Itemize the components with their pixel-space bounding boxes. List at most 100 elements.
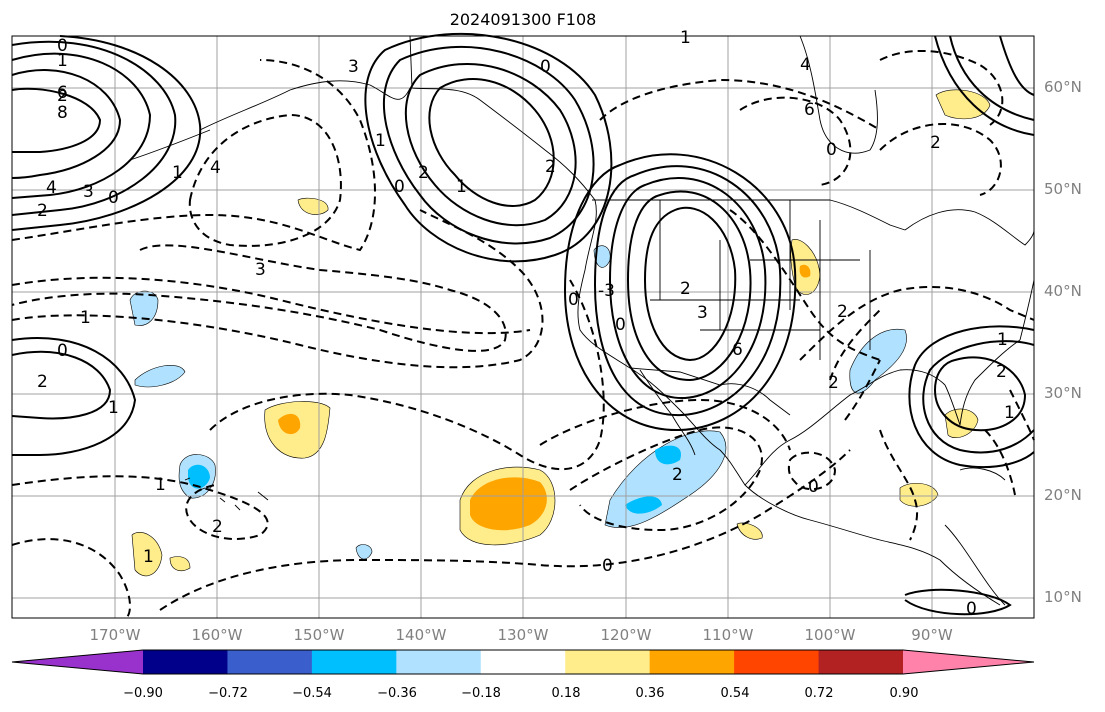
contour-label: 1 [1004,403,1015,423]
contour-dashed [188,113,342,247]
graticule [12,36,1034,618]
contour-solid [904,588,1012,616]
contour-label: 0 [602,556,613,576]
lon-label: 90°W [911,626,953,644]
contour-dashed [11,475,269,541]
lon-label: 160°W [191,626,243,644]
contour-label: 1 [680,28,691,48]
contour-solid [11,337,137,456]
contour-solid [922,340,1035,454]
lon-label: 170°W [89,626,141,644]
coast-atlantic [1019,279,1035,341]
contour-label: 4 [800,55,811,75]
shade-negative-strong [625,496,662,514]
colorbar-tick: 0.72 [804,686,834,701]
contour-labels: 0 1 2 6 8 4 3 0 1 2 4 3 1 0 1 2 3 1 0 2 … [37,28,1015,619]
contour-solid [11,351,112,420]
contour-label: 0 [394,177,405,197]
colorbar-segment [480,650,566,674]
contour-dashed [209,279,605,471]
shade-negative [355,544,373,560]
contour-label: 2 [57,86,68,106]
contour-solid [11,87,102,153]
contour-label: 3 [348,57,359,77]
lon-label: 150°W [293,626,345,644]
contour-label: 2 [828,373,839,393]
contour-dashed [787,451,837,491]
colorbar-outline [11,649,1035,675]
colorbar-segment [311,650,397,674]
contour-dashed [829,309,881,421]
shade-positive [736,522,763,540]
colorbar-tick: −0.72 [208,686,248,701]
contour-solid [626,190,752,382]
contour-dashed [984,389,1035,496]
lat-label: 30°N [1044,384,1082,402]
lon-label: 110°W [702,626,754,644]
contour-solid [933,356,1027,432]
shade-positive [297,197,329,215]
colorbar-segment [649,650,735,674]
shade-negative-strong [188,464,210,489]
border-us-canada [592,199,906,231]
shade-positive [131,532,163,577]
contour-solid [364,32,613,263]
contour-label: 1 [172,163,183,183]
contour-label: 1 [155,475,166,495]
contour-label: 6 [732,340,743,360]
contour-solid [382,46,595,245]
shade-positive [944,408,979,439]
central-america [944,524,1006,606]
coast-canada-east [904,209,1035,246]
shade-positive [935,89,991,120]
contour-dashed [11,209,544,369]
contour-solid [11,69,122,179]
coast-alaska-peninsula [129,129,211,161]
contour-label: 0 [108,188,119,208]
lon-label: 140°W [395,626,447,644]
colorbar-segment [396,650,482,674]
contour-solid [908,325,1035,469]
contour-label: 1 [57,51,68,71]
contour-label: 4 [46,178,57,198]
contour-lines [11,32,1035,619]
contour-solid [11,52,152,199]
contour-dashed [599,78,881,131]
colorbar [11,649,1035,675]
contour-solid [643,206,737,362]
contour-label: 2 [418,163,429,183]
shade-negative [134,365,186,388]
contour-label: 1 [456,177,467,197]
lat-label: 40°N [1044,282,1082,300]
colorbar-extend-max [903,650,1034,674]
contour-label: 2 [37,372,48,392]
shaded-anomalies [129,89,991,577]
contour-label: 6 [57,83,68,103]
contour-solid [428,78,555,207]
coast-hudson [799,35,878,154]
colorbar-extend-min [12,650,143,674]
shade-negative [849,328,907,394]
contour-label: 0 [826,140,837,160]
contour-label: 0 [540,57,551,77]
colorbar-tick: −0.90 [123,686,163,701]
contour-solid [563,153,797,432]
colorbar-tick: 0.18 [551,686,581,701]
colorbar-segment [227,650,313,674]
shade-negative [604,430,727,528]
contour-dashed [799,285,1035,361]
contour-label: 0 [568,290,579,310]
contour-dashed [11,276,531,335]
contour-label: 0 [57,341,68,361]
contour-label: -3 [598,281,615,301]
contour-label: 2 [37,201,48,221]
contour-label: 0 [615,315,626,335]
contour-label: 2 [837,302,848,322]
contour-label: 1 [143,547,154,567]
lat-label: 20°N [1044,486,1082,504]
contour-label: 2 [930,133,941,153]
contour-dashed [539,398,791,451]
state-lines [650,200,871,360]
chart-title: 2024091300 F108 [449,10,597,29]
contour-solid [934,35,1035,136]
